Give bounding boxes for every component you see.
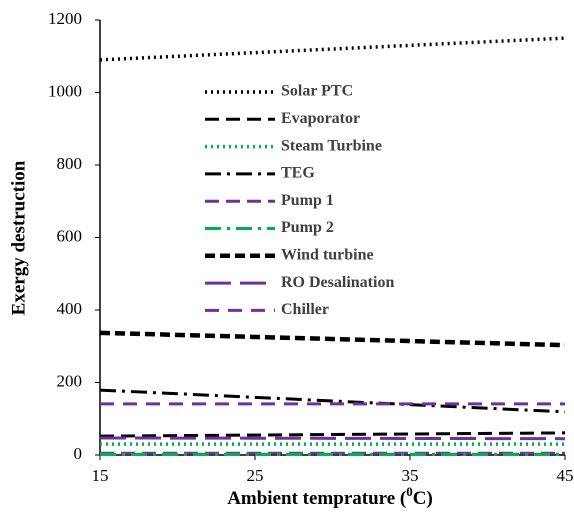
x-tick-label: 25 xyxy=(247,466,264,485)
series-line xyxy=(99,436,566,441)
y-tick-label: 800 xyxy=(57,154,83,173)
legend-label: Solar PTC xyxy=(281,83,353,100)
x-label-tail: C) xyxy=(413,488,433,509)
series-line xyxy=(99,330,566,348)
y-tick-label: 400 xyxy=(57,299,83,318)
legend-label: Steam Turbine xyxy=(281,137,382,154)
y-tick-label: 1000 xyxy=(48,81,82,100)
y-tick-label: 0 xyxy=(74,444,83,463)
legend-label: Pump 1 xyxy=(281,192,334,209)
x-tick-label: 35 xyxy=(402,466,419,485)
series-line xyxy=(99,431,566,438)
series-line xyxy=(99,388,566,414)
x-label-sup: 0 xyxy=(406,484,413,499)
y-tick-label: 1200 xyxy=(48,9,82,28)
y-tick-label: 200 xyxy=(57,371,83,390)
series-line xyxy=(99,36,566,62)
legend-label: Evaporator xyxy=(281,110,360,127)
y-tick-label: 600 xyxy=(57,226,83,245)
legend-label: Chiller xyxy=(281,301,329,318)
legend-label: Wind turbine xyxy=(281,246,374,263)
y-axis-label: Exergy destruction xyxy=(8,160,29,315)
x-tick-label: 45 xyxy=(557,466,574,485)
legend-label: RO Desalination xyxy=(281,274,394,291)
x-label-text: Ambient temprature ( xyxy=(227,488,406,509)
legend-label: TEG xyxy=(281,165,315,182)
legend-label: Pump 2 xyxy=(281,219,334,236)
x-axis-label: Ambient temprature (0C) xyxy=(227,484,433,509)
x-tick-label: 15 xyxy=(92,466,109,485)
